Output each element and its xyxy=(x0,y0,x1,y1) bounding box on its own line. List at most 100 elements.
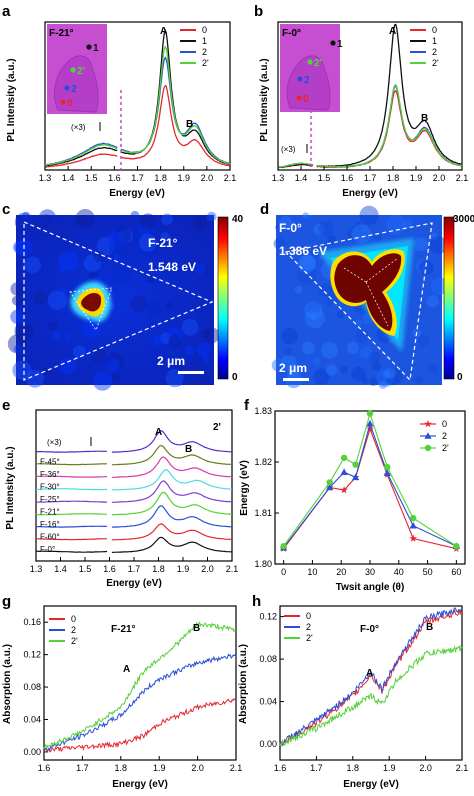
ph-axes-xl-4: 2.0 xyxy=(419,763,432,773)
pc-noise-blob-69 xyxy=(142,269,157,284)
panel-a-inset-point-0 xyxy=(60,99,66,105)
pd-noise-blob-79 xyxy=(318,221,334,237)
panel-c-label: c xyxy=(2,201,10,218)
panel-e-xticks: 1.3 1.4 1.5 1.6 1.7 1.8 1.9 2.0 2.1 xyxy=(30,557,238,574)
ph-legend-label-0: 0 xyxy=(306,611,311,621)
pf-point-2-2 xyxy=(340,454,348,462)
pd-noise-blob-28 xyxy=(309,312,318,321)
pb-legend-label-2: 2 xyxy=(432,47,437,57)
ph-axes-xl-1: 1.7 xyxy=(310,763,323,773)
pc-noise-blob-61 xyxy=(24,315,34,326)
pd-noise-blob-84 xyxy=(304,301,323,320)
panel-a-xlabel: Energy (eV) xyxy=(109,188,165,199)
panel-e-curves xyxy=(35,430,233,554)
panel-c-colorbar-max: 40 xyxy=(232,214,244,225)
pc-noise-blob-23 xyxy=(64,332,72,340)
pg-legend-label-0: 0 xyxy=(71,614,76,624)
panel-d-colorbar xyxy=(443,216,455,380)
ph-axes-xl-2: 1.8 xyxy=(347,763,360,773)
panel-f-xlabel: Twsit angle (θ) xyxy=(336,582,405,593)
pc-noise-blob-37 xyxy=(22,211,30,220)
pc-noise-blob-54 xyxy=(204,327,220,344)
pc-noise-blob-70 xyxy=(93,250,105,263)
pd-noise-blob-81 xyxy=(279,216,293,230)
ph-legend-label-2: 2' xyxy=(306,633,313,643)
pe-series-8 xyxy=(35,430,233,453)
pc-noise-blob-43 xyxy=(83,276,91,283)
pd-noise-blob-0 xyxy=(362,231,372,240)
pf-point-0-2 xyxy=(340,486,348,494)
pc-noise-blob-64 xyxy=(165,301,174,310)
pa-curves-series-3 xyxy=(44,45,231,166)
pg-axes-xl-4: 2.0 xyxy=(191,763,204,773)
pd-noise-blob-76 xyxy=(288,363,300,376)
pc-noise-blob-29 xyxy=(160,262,177,278)
pf-point-2-3 xyxy=(352,461,359,468)
pd-noise-blob-77 xyxy=(413,237,429,252)
panel-b-xticks: 1.3 1.4 1.5 1.6 1.7 1.8 1.9 2.0 2.1 xyxy=(272,166,468,183)
pb-xticks-label-1: 1.4 xyxy=(295,173,308,183)
pd-noise-blob-5 xyxy=(304,308,325,329)
pd-noise-blob-47 xyxy=(359,205,379,225)
pd-noise-blob-12 xyxy=(377,369,395,387)
panel-b-label: b xyxy=(254,3,263,20)
panel-d-hotspot xyxy=(318,238,414,352)
pd-noise-blob-59 xyxy=(346,341,359,354)
pe-series-3 xyxy=(35,491,233,516)
pf-point-1-6 xyxy=(409,521,417,529)
pd-noise-blob-68 xyxy=(327,235,336,244)
ph-curves-series-0 xyxy=(279,608,463,747)
pc-noise-blob-22 xyxy=(13,240,27,254)
pa-legend-label-0: 0 xyxy=(202,25,207,35)
pc-noise-blob-2 xyxy=(174,364,183,373)
pe-series-1 xyxy=(35,523,233,541)
pc-noise-blob-25 xyxy=(73,345,86,359)
pg-axes-yl-1: 0.04 xyxy=(23,714,41,724)
pc-noise-blob-81 xyxy=(38,209,57,227)
pf-point-2-7 xyxy=(453,542,460,550)
panel-d-core-line-2 xyxy=(365,257,399,283)
panel-g-curves xyxy=(43,621,237,753)
pd-noise-blob-25 xyxy=(296,265,317,285)
panel-a-inset-label-1: 1 xyxy=(93,43,99,54)
pd-noise-blob-13 xyxy=(301,341,315,355)
pf-xtick-label-4: 40 xyxy=(394,567,404,577)
pd-noise-blob-45 xyxy=(355,319,362,326)
pd-noise-blob-87 xyxy=(384,367,396,379)
pf-point-2-1 xyxy=(326,479,333,486)
pd-noise-blob-38 xyxy=(313,358,321,366)
panel-h-label: h xyxy=(252,593,261,610)
pc-noise-blob-7 xyxy=(196,359,212,375)
pd-noise-blob-48 xyxy=(287,366,301,380)
pf-ytick-label-2: 1.82 xyxy=(254,457,272,467)
pd-noise-blob-8 xyxy=(307,301,321,314)
pc-noise-blob-12 xyxy=(52,330,62,340)
pd-noise-blob-75 xyxy=(428,363,439,374)
panel-e-peak-A: A xyxy=(155,427,162,438)
pe-tick-label-7: 2.0 xyxy=(201,564,214,574)
panel-d-scalebar xyxy=(283,378,309,381)
pf-xtick-label-5: 50 xyxy=(423,567,433,577)
panel-e-point-label: 2' xyxy=(213,422,221,433)
pb-xticks-label-3: 1.6 xyxy=(341,173,354,183)
pf-ytick-label-1: 1.81 xyxy=(254,508,272,518)
pc-noise-blob-60 xyxy=(108,231,125,249)
pc-noise-blob-83 xyxy=(138,233,157,252)
pd-noise-blob-34 xyxy=(361,376,369,384)
panel-b-xlabel: Energy (eV) xyxy=(342,188,398,199)
pd-noise-blob-58 xyxy=(351,224,372,244)
pe-series-label-4: F-25° xyxy=(40,495,60,504)
ph-axes-yl-1: 0.04 xyxy=(259,697,277,707)
ph-axes-xl-5: 2.1 xyxy=(456,763,469,773)
ph-curves-series-1 xyxy=(279,607,463,747)
panel-g-ticks: 1.6 1.7 1.8 1.9 2.0 2.1 0.00 0.04 0.08 0.12 0.16 xyxy=(23,617,242,773)
panel-b-peak-B: B xyxy=(421,113,428,124)
pe-series-7 xyxy=(36,444,233,466)
pc-noise-blob-15 xyxy=(140,220,157,236)
pd-noise-blob-7 xyxy=(347,225,364,242)
pc-noise-blob-71 xyxy=(196,342,211,357)
pc-noise-blob-74 xyxy=(75,209,95,229)
panel-a-scale-note: (×3) xyxy=(71,123,86,132)
panel-c-energy-label: 1.548 eV xyxy=(148,260,196,274)
